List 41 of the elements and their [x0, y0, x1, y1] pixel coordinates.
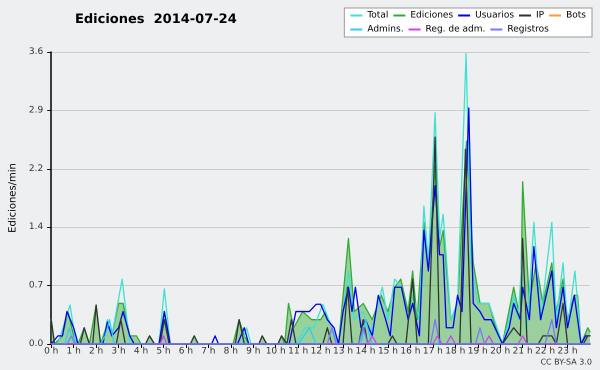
x-tick-label: 18 h [445, 346, 466, 356]
y-axis-title: Ediciones/min [8, 163, 18, 233]
legend-label: Ediciones [410, 10, 454, 20]
x-tick-label: 3 h [111, 346, 126, 356]
x-tick-label: 7 h [201, 346, 216, 356]
x-tick-label: 9 h [246, 346, 260, 356]
x-tick-label: 2 h [88, 346, 104, 356]
y-tick-label: 2.9 [28, 105, 44, 116]
legend-label: Total [366, 10, 388, 20]
y-tick-label: 0.0 [28, 339, 44, 349]
x-tick-label: 20 h [490, 346, 510, 356]
x-tick-label: 10 h [266, 346, 286, 356]
x-tick-label: 6 h [178, 346, 194, 356]
y-tick-label: 3.6 [28, 47, 44, 57]
x-tick-label: 16 h [400, 346, 420, 356]
x-tick-label: 13 h [333, 346, 354, 356]
x-tick-label: 11 h [288, 346, 308, 356]
legend-label: Bots [566, 10, 586, 20]
x-tick-label: 21 h [512, 346, 533, 356]
x-tick-label: 14 h [355, 346, 376, 356]
x-tick-label: 8 h [224, 346, 238, 356]
text: CC BY-SA 3.0 [540, 358, 592, 366]
y-tick-label: 0.7 [28, 280, 44, 291]
x-tick-label: 17 h [422, 346, 443, 356]
legend-label: Usuarios [475, 10, 514, 20]
y-tick-label: 1.4 [28, 222, 44, 232]
x-tick-label: 5 h [156, 346, 171, 356]
chart-title: Ediciones 2014-07-24 [75, 12, 237, 27]
x-tick-label: 15 h [378, 346, 398, 356]
y-tick-label: 2.2 [28, 164, 44, 174]
x-tick-label: 22 h [535, 346, 556, 356]
legend-label: Admins. [367, 24, 404, 34]
x-tick-label: 1 h [66, 346, 81, 356]
x-tick-label: 12 h [310, 346, 331, 356]
x-tick-label: 23 h [558, 346, 578, 356]
legend-label: IP [536, 10, 545, 20]
x-tick-label: 0 h [44, 346, 58, 356]
legend-label: Registros [507, 24, 550, 34]
x-tick-label: 19 h [468, 346, 488, 356]
legend-label: Reg. de adm. [426, 24, 486, 34]
x-tick-label: 4 h [134, 346, 148, 356]
